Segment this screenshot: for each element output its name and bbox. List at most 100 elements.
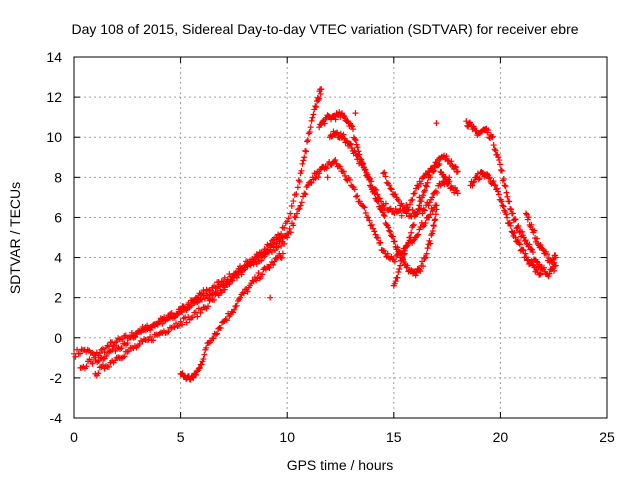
data-point xyxy=(227,278,234,285)
data-point xyxy=(436,160,443,167)
data-point xyxy=(125,348,132,355)
data-point xyxy=(484,172,491,179)
data-point xyxy=(375,198,382,205)
data-point xyxy=(124,340,131,347)
data-point xyxy=(77,350,84,357)
data-point xyxy=(372,231,379,238)
data-point xyxy=(194,313,201,320)
data-point xyxy=(420,263,427,270)
data-point xyxy=(443,153,450,160)
data-point xyxy=(551,267,558,274)
data-point xyxy=(401,247,408,254)
data-point xyxy=(246,258,253,265)
data-point xyxy=(171,314,178,321)
data-point xyxy=(154,332,161,339)
data-point xyxy=(303,138,310,145)
data-point xyxy=(338,134,345,141)
data-point xyxy=(502,183,509,190)
data-point xyxy=(545,273,552,280)
data-point xyxy=(485,127,492,134)
data-point xyxy=(286,225,293,232)
data-point xyxy=(396,266,403,273)
data-point xyxy=(399,257,406,264)
data-point xyxy=(112,357,119,364)
data-point xyxy=(201,295,208,302)
data-point xyxy=(112,348,119,355)
data-point xyxy=(99,361,106,368)
data-point xyxy=(421,255,428,262)
data-point xyxy=(516,241,523,248)
data-point xyxy=(412,272,419,279)
data-point xyxy=(421,207,428,214)
data-point xyxy=(340,131,347,138)
data-point xyxy=(400,251,407,258)
data-point xyxy=(377,239,384,246)
data-point xyxy=(147,333,154,340)
data-point xyxy=(415,205,422,212)
data-point xyxy=(504,214,511,221)
data-point xyxy=(529,261,536,268)
data-point xyxy=(420,173,427,180)
data-point xyxy=(165,315,172,322)
data-point xyxy=(453,187,460,194)
data-point xyxy=(95,358,102,365)
data-point xyxy=(307,178,314,185)
data-point xyxy=(536,261,543,268)
data-point xyxy=(398,212,405,219)
y-axis-label: SDTVAR / TECUs xyxy=(7,182,23,294)
data-point xyxy=(552,252,559,259)
data-point xyxy=(380,212,387,219)
chart-title: Day 108 of 2015, Sidereal Day-to-day VTE… xyxy=(71,21,578,37)
data-point xyxy=(515,223,522,230)
data-point xyxy=(308,179,315,186)
data-point xyxy=(196,290,203,297)
data-point xyxy=(193,371,200,378)
data-point xyxy=(251,274,258,281)
data-point xyxy=(244,263,251,270)
data-point xyxy=(222,316,229,323)
data-point xyxy=(150,321,157,328)
data-point xyxy=(428,167,435,174)
data-point xyxy=(176,322,183,329)
data-point xyxy=(302,147,309,154)
data-point xyxy=(333,110,340,117)
data-point xyxy=(258,249,265,256)
data-point xyxy=(387,228,394,235)
data-point xyxy=(72,353,79,360)
data-point xyxy=(529,249,536,256)
data-point xyxy=(427,240,434,247)
data-point xyxy=(351,186,358,193)
data-point xyxy=(275,243,282,250)
data-point xyxy=(297,202,304,209)
data-point xyxy=(352,137,359,144)
data-point xyxy=(452,164,459,171)
data-point xyxy=(332,157,339,164)
data-point xyxy=(198,361,205,368)
data-point xyxy=(218,289,225,296)
data-point xyxy=(179,321,186,328)
data-point xyxy=(121,353,128,360)
data-point xyxy=(296,178,303,185)
data-point xyxy=(522,250,529,257)
data-point xyxy=(103,352,110,359)
data-point xyxy=(346,176,353,183)
data-point xyxy=(270,261,277,268)
plot-frame xyxy=(73,56,608,419)
data-point xyxy=(282,220,289,227)
data-point xyxy=(490,142,497,149)
data-point xyxy=(340,113,347,120)
data-point xyxy=(415,231,422,238)
data-point xyxy=(363,172,370,179)
data-point xyxy=(330,113,337,120)
data-point xyxy=(349,126,356,133)
data-point xyxy=(530,262,537,269)
data-point xyxy=(449,162,456,169)
data-point xyxy=(240,267,247,274)
data-point xyxy=(201,351,208,358)
data-point xyxy=(495,191,502,198)
data-point xyxy=(500,203,507,210)
data-point xyxy=(550,256,557,263)
data-point xyxy=(255,269,262,276)
data-point xyxy=(497,161,504,168)
data-point xyxy=(294,184,301,191)
